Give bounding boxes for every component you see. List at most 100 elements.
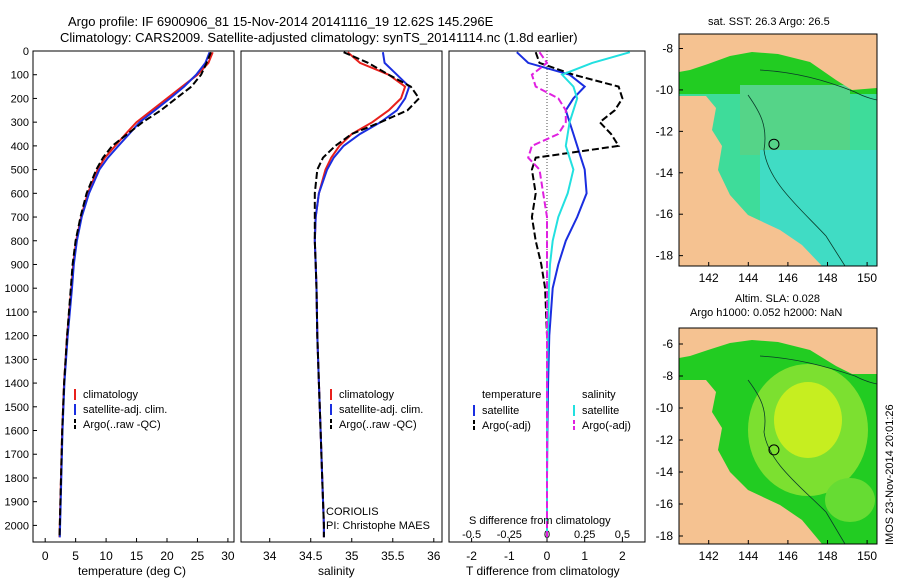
depth-tick-label: 800 bbox=[11, 236, 29, 248]
coriolis-label: CORIOLIS bbox=[326, 506, 379, 518]
x-tick-label: 2 bbox=[619, 549, 626, 563]
x-tick-label: 34.5 bbox=[299, 549, 323, 563]
lat-tick-label: -8 bbox=[662, 42, 673, 56]
pi-label: PI: Christophe MAES bbox=[326, 520, 430, 532]
sst-map-lon-labels: 142 144 146 148 150 bbox=[699, 262, 877, 285]
s-tick-label: 0.25 bbox=[574, 529, 595, 541]
x-tick-label: 10 bbox=[99, 549, 113, 563]
lat-tick-label: -16 bbox=[656, 497, 674, 511]
salinity-panel: 34 34.5 35 35.5 36 salinity climatology satel… bbox=[240, 50, 443, 578]
sst-map: 142 144 146 148 150 -8 -10 -12 -14 -16 -18 bbox=[656, 33, 878, 285]
depth-tick-label: 1000 bbox=[5, 283, 29, 295]
imos-timestamp: IMOS 23-Nov-2014 20:01:26 bbox=[884, 404, 896, 545]
x-tick-label: 0 bbox=[544, 549, 551, 563]
sst-map-lat-labels: -8 -10 -12 -14 -16 -18 bbox=[656, 42, 683, 263]
argo-position-marker bbox=[768, 138, 780, 150]
salinity-xlabel: salinity bbox=[318, 564, 355, 578]
depth-tick-label: 1600 bbox=[5, 426, 29, 438]
s-tick-label: -0.5 bbox=[462, 529, 481, 541]
lat-tick-label: -12 bbox=[656, 124, 674, 138]
x-tick-label: 5 bbox=[72, 549, 79, 563]
x-tick-label: 30 bbox=[221, 549, 235, 563]
legend-label: Argo(-adj) bbox=[582, 420, 631, 432]
temperature-legend: climatology satellite-adj. clim. Argo(..ra… bbox=[74, 389, 167, 431]
sla-png-coast bbox=[679, 328, 877, 374]
difference-legend: temperature salinity satellite Argo(-adj) sa… bbox=[473, 389, 631, 432]
depth-tick-labels: 0 100 200 300 400 500 600 700 800 900 1000 1100 1200… bbox=[5, 46, 37, 532]
series-line-argo-raw-qc- bbox=[58, 51, 212, 538]
lon-tick-label: 146 bbox=[778, 271, 798, 285]
legend-label: Argo(..raw -QC) bbox=[83, 419, 161, 431]
depth-tick-label: 1900 bbox=[5, 497, 29, 509]
depth-tick-label: 1400 bbox=[5, 378, 29, 390]
depth-tick-label: 900 bbox=[11, 259, 29, 271]
legend-label: satellite bbox=[482, 405, 519, 417]
depth-tick-label: 300 bbox=[11, 117, 29, 129]
x-tick-label: -2 bbox=[466, 549, 477, 563]
series-line-argo-raw-qc- bbox=[313, 51, 421, 538]
depth-tick-label: 200 bbox=[11, 93, 29, 105]
s-tick-label: 0.5 bbox=[615, 529, 630, 541]
lon-tick-label: 148 bbox=[817, 549, 837, 563]
lon-tick-label: 144 bbox=[738, 549, 758, 563]
depth-tick-label: 0 bbox=[23, 46, 29, 58]
lat-tick-label: -18 bbox=[656, 249, 674, 263]
lon-tick-label: 142 bbox=[699, 271, 719, 285]
depth-tick-label: 1800 bbox=[5, 473, 29, 485]
legend-label: climatology bbox=[339, 389, 395, 401]
x-tick-label: 20 bbox=[160, 549, 174, 563]
series-line-salinity-argo-adj- bbox=[527, 51, 567, 538]
sla-cape-york bbox=[679, 380, 822, 544]
x-tick-label: 34 bbox=[263, 549, 277, 563]
sla-map-frame bbox=[678, 327, 878, 545]
x-tick-label: 36 bbox=[427, 549, 441, 563]
depth-tick-label: 1300 bbox=[5, 354, 29, 366]
sla-south-anomaly bbox=[825, 478, 875, 522]
x-tick-label: 25 bbox=[191, 549, 205, 563]
depth-tick-label: 1100 bbox=[5, 307, 29, 319]
salinity-legend: climatology satellite-adj. clim. Argo(..ra… bbox=[330, 389, 423, 431]
depth-tick-label: 100 bbox=[11, 70, 29, 82]
sst-cape-york bbox=[679, 96, 822, 266]
depth-tick-label: 1500 bbox=[5, 402, 29, 414]
lat-tick-label: -10 bbox=[656, 83, 674, 97]
temperature-series bbox=[58, 51, 214, 538]
sst-contour bbox=[747, 94, 846, 266]
s-difference-label: S difference from climatology bbox=[469, 515, 611, 527]
legend-label: satellite bbox=[582, 405, 619, 417]
sla-map-title-1: Altim. SLA: 0.028 bbox=[735, 293, 820, 305]
x-tick-label: 35.5 bbox=[381, 549, 405, 563]
legend-label: Argo(..raw -QC) bbox=[339, 419, 417, 431]
sla-map: 142 144 146 148 150 -6 -8 -10 -12 -14 -16 -18 bbox=[656, 327, 878, 563]
lon-tick-label: 148 bbox=[817, 271, 837, 285]
legend-label: satellite-adj. clim. bbox=[339, 404, 423, 416]
depth-tick-label: 500 bbox=[11, 165, 29, 177]
title-line-1: Argo profile: IF 6900906_81 15-Nov-2014 … bbox=[68, 14, 494, 29]
temperature-xlabel: temperature (deg C) bbox=[78, 564, 186, 578]
x-tick-label: 0 bbox=[42, 549, 49, 563]
lat-tick-label: -14 bbox=[656, 166, 674, 180]
lon-tick-label: 150 bbox=[857, 271, 877, 285]
lat-tick-label: -14 bbox=[656, 465, 674, 479]
lon-tick-label: 146 bbox=[778, 549, 798, 563]
x-tick-label: 15 bbox=[130, 549, 144, 563]
sst-png-coast bbox=[679, 34, 877, 90]
temperature-panel: 0100200300400500600700800900100011001200… bbox=[5, 46, 235, 578]
lat-tick-label: -16 bbox=[656, 207, 674, 221]
t-difference-label: T difference from climatology bbox=[466, 564, 620, 578]
depth-tick-label: 400 bbox=[11, 141, 29, 153]
sst-map-frame bbox=[678, 33, 878, 267]
depth-tick-label: 700 bbox=[11, 212, 29, 224]
lon-tick-label: 144 bbox=[738, 271, 758, 285]
difference-panel: -2 -1 0 1 2 -0.5 -0.25 0 0.25 0.5 S difference f… bbox=[448, 50, 646, 578]
title-line-2: Climatology: CARS2009. Satellite-adjuste… bbox=[60, 30, 578, 45]
sla-map-lat-labels: -6 -8 -10 -12 -14 -16 -18 bbox=[656, 337, 683, 543]
depth-tick-label: 1200 bbox=[5, 331, 29, 343]
sla-contour bbox=[747, 379, 846, 544]
sla-contour-2 bbox=[759, 355, 877, 385]
sla-high-core bbox=[774, 382, 842, 458]
depth-tick-label: 1700 bbox=[5, 449, 29, 461]
lon-tick-label: 142 bbox=[699, 549, 719, 563]
temperature-tick-labels: 0 5 10 15 20 25 30 bbox=[42, 538, 235, 563]
